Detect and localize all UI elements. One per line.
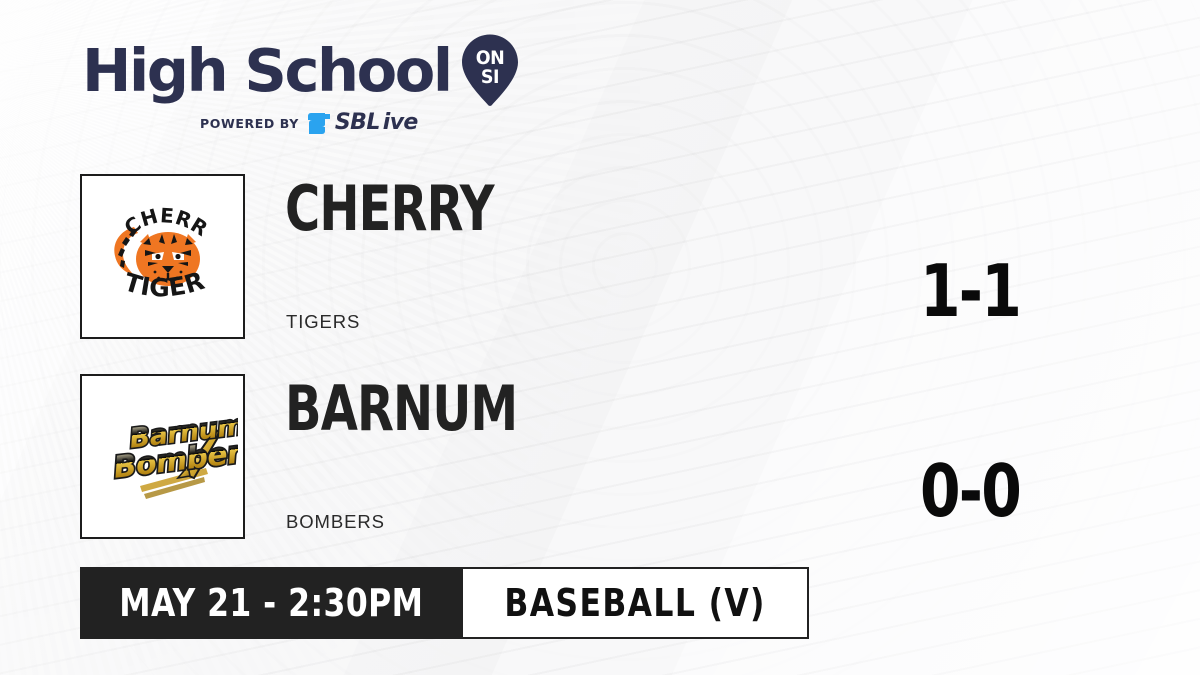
game-info-bar: MAY 21 - 2:30PM BASEBALL (V) <box>80 567 809 639</box>
team-mascot: BOMBERS <box>286 511 385 532</box>
team-name: BARNUM <box>285 372 518 445</box>
brand-wordmark: High School <box>82 35 453 105</box>
sblive-bolt-icon <box>307 112 330 134</box>
svg-text:ON: ON <box>475 47 504 69</box>
game-datetime-text: MAY 21 - 2:30PM <box>119 581 424 625</box>
svg-text:SI: SI <box>481 66 499 88</box>
team-logo-barnum-bombers: Barnum Bombers <box>80 374 245 539</box>
team-name: CHERRY <box>285 172 495 245</box>
team-mascot: TIGERS <box>286 311 361 332</box>
barnum-bombers-logo-icon: Barnum Bombers <box>109 408 238 499</box>
on-si-pin-icon: ON SI <box>459 33 521 107</box>
sblive-wordmark-primary: SBL <box>334 110 380 135</box>
team-logo-cherry-tigers: CHERRY <box>80 174 245 339</box>
svg-text:CHERRY: CHERRY <box>88 182 212 241</box>
team-info: BARNUM BOMBERS <box>285 374 845 539</box>
cherry-tigers-logo-icon: CHERRY <box>88 182 212 302</box>
team-info: CHERRY TIGERS <box>285 174 845 339</box>
team-record: 0-0 <box>920 449 1022 533</box>
game-sport-chip: BASEBALL (V) <box>462 567 809 639</box>
powered-by-lockup: POWERED BY SBL ive <box>82 112 512 134</box>
powered-by-label: POWERED BY <box>200 115 299 131</box>
sblive-wordmark-secondary: ive <box>382 110 419 135</box>
sblive-logo: SBL ive <box>307 110 419 135</box>
game-sport-text: BASEBALL (V) <box>504 581 766 625</box>
team-record: 1-1 <box>920 249 1022 333</box>
brand-lockup: High School ON SI <box>82 34 518 106</box>
game-datetime-chip: MAY 21 - 2:30PM <box>80 567 463 639</box>
brand-header: High School ON SI POWERED BY SBL ive <box>82 34 518 134</box>
